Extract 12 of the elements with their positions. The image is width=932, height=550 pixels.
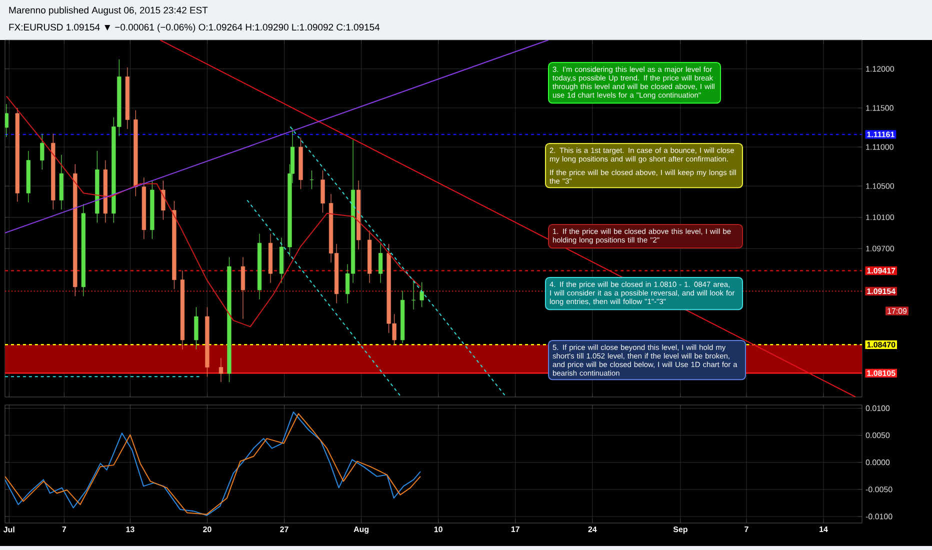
chart-subtitle: Marenno published August 06, 2015 23:42 EST	[9, 6, 208, 16]
chart-title: FX:EURUSD 1.09154 ▼ −0.00061 (−0.06%) O:1.09264 H:1.09290 L:1.09092 C:1.09154	[9, 24, 380, 32]
candlestick	[420, 282, 424, 308]
candlestick	[320, 170, 325, 213]
candlestick	[5, 104, 8, 138]
candlestick	[161, 180, 166, 220]
candlestick	[194, 306, 198, 350]
candlestick	[240, 256, 246, 320]
candlestick	[40, 133, 44, 170]
line-series	[6, 96, 421, 328]
candlestick	[218, 358, 224, 382]
candlestick	[378, 244, 383, 284]
